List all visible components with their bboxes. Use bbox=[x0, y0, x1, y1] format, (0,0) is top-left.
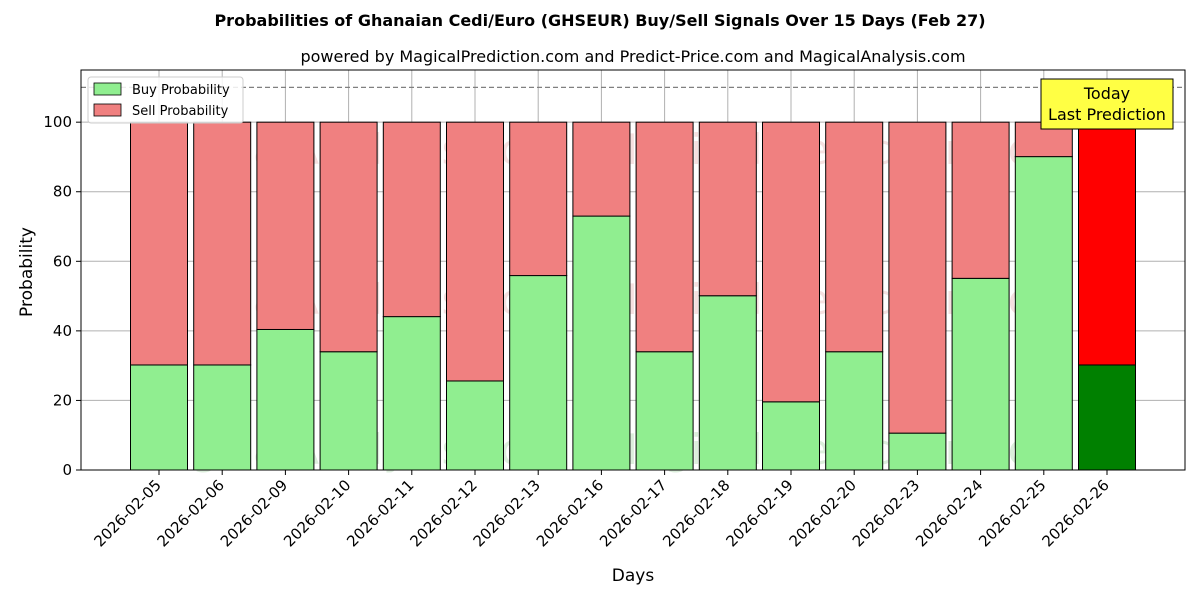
x-tick-label: 2026-02-12 bbox=[406, 476, 480, 550]
y-tick-label: 20 bbox=[53, 391, 72, 409]
bar-buy bbox=[446, 380, 504, 471]
bar-buy bbox=[825, 351, 884, 471]
bar-buy bbox=[762, 401, 820, 471]
bar-sell bbox=[888, 121, 947, 434]
x-tick-label: 2026-02-26 bbox=[1038, 476, 1112, 550]
y-axis-label: Probability bbox=[17, 227, 37, 317]
y-tick-label: 40 bbox=[53, 322, 72, 340]
bar-sell bbox=[698, 121, 757, 297]
bar-buy bbox=[130, 364, 188, 471]
bar-sell bbox=[825, 121, 884, 353]
annotation-line2: Last Prediction bbox=[1048, 105, 1166, 124]
x-tick-label: 2026-02-05 bbox=[90, 476, 164, 550]
bar-buy bbox=[888, 432, 947, 471]
bar-buy bbox=[193, 364, 252, 471]
x-tick-label: 2026-02-18 bbox=[659, 476, 733, 550]
x-tick-label: 2026-02-20 bbox=[786, 476, 860, 550]
x-tick-label: 2026-02-25 bbox=[975, 476, 1049, 550]
bar-sell bbox=[446, 121, 504, 382]
x-tick-label: 2026-02-13 bbox=[470, 476, 544, 550]
annotation-line1: Today bbox=[1083, 84, 1130, 103]
x-tick-label: 2026-02-23 bbox=[849, 476, 923, 550]
y-tick-label: 80 bbox=[53, 183, 72, 201]
y-axis-ticks: 0 20 40 60 80 100 bbox=[43, 113, 81, 479]
chart-title: Probabilities of Ghanaian Cedi/Euro (GHS… bbox=[214, 11, 985, 30]
bar-sell bbox=[382, 121, 441, 318]
bar-buy bbox=[951, 277, 1010, 471]
bar-sell bbox=[635, 121, 694, 353]
annotation-box bbox=[1040, 78, 1174, 130]
legend-swatch-sell bbox=[93, 103, 122, 117]
bar-buy bbox=[256, 328, 315, 471]
bar-buy bbox=[635, 351, 694, 471]
bar-sell bbox=[319, 121, 378, 353]
bar-buy bbox=[509, 275, 568, 471]
bar-buy bbox=[1014, 156, 1073, 471]
bar-buy bbox=[698, 295, 757, 471]
x-tick-label: 2026-02-10 bbox=[280, 476, 354, 550]
bar-sell bbox=[572, 121, 631, 217]
chart-subtitle: powered by MagicalPrediction.com and Pre… bbox=[300, 47, 965, 66]
x-axis-ticks: 2026-02-052026-02-062026-02-092026-02-10… bbox=[90, 470, 1113, 550]
x-tick-label: 2026-02-17 bbox=[596, 476, 670, 550]
bar-sell bbox=[509, 121, 568, 277]
y-tick-label: 60 bbox=[53, 252, 72, 270]
x-tick-label: 2026-02-11 bbox=[343, 476, 417, 550]
bar-sell bbox=[256, 121, 315, 330]
x-axis-label: Days bbox=[612, 566, 655, 586]
x-tick-label: 2026-02-06 bbox=[154, 476, 228, 550]
x-tick-label: 2026-02-16 bbox=[533, 476, 607, 550]
x-tick-label: 2026-02-19 bbox=[722, 476, 796, 550]
bar-sell bbox=[1078, 121, 1136, 366]
legend: Buy Probability Sell Probability bbox=[87, 76, 244, 124]
legend-box bbox=[87, 76, 244, 124]
x-tick-label: 2026-02-24 bbox=[912, 476, 986, 550]
legend-label-buy: Buy Probability bbox=[132, 83, 230, 98]
bar-buy bbox=[1078, 364, 1136, 471]
bar-sell bbox=[951, 121, 1010, 279]
bar-buy bbox=[382, 316, 441, 471]
bar-sell bbox=[130, 121, 188, 366]
annotation-today: Today Last Prediction bbox=[1040, 78, 1174, 130]
y-tick-label: 100 bbox=[43, 113, 72, 131]
legend-swatch-buy bbox=[93, 82, 122, 96]
x-tick-label: 2026-02-09 bbox=[217, 476, 291, 550]
legend-label-sell: Sell Probability bbox=[132, 104, 229, 119]
bars bbox=[130, 121, 1136, 471]
bar-sell bbox=[762, 121, 820, 403]
plot-frame bbox=[80, 69, 1186, 471]
bar-buy bbox=[572, 215, 631, 471]
y-tick-label: 0 bbox=[62, 461, 72, 479]
bar-buy bbox=[319, 351, 378, 471]
bar-sell bbox=[193, 121, 252, 366]
